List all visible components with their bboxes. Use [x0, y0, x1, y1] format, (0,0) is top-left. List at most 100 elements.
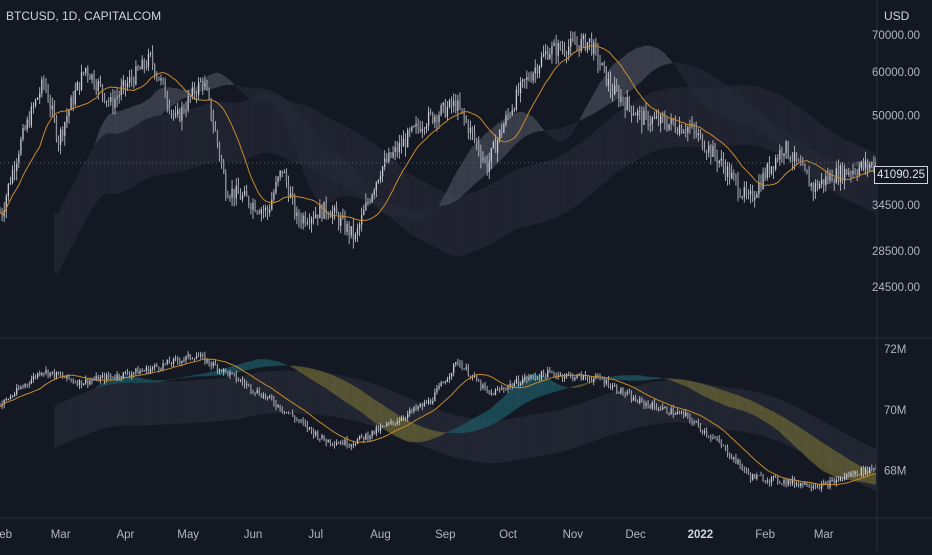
candle-body [119, 95, 120, 97]
cloud-band-light [761, 114, 763, 133]
cloud-band-dark [289, 371, 291, 414]
candle-body [317, 432, 318, 439]
cloud-band-dark [96, 140, 98, 203]
cloud-band-dark [487, 421, 489, 464]
candle-body [681, 125, 682, 133]
candle-body [719, 439, 720, 442]
cloud-band-dark [90, 150, 92, 213]
candle-body [265, 208, 266, 210]
cloud-band-dark [86, 157, 88, 220]
candle-body [282, 410, 283, 411]
cloud-band-dark [134, 383, 136, 426]
cloud-band-dark [109, 384, 111, 427]
candle-body [570, 39, 571, 47]
candle-body [520, 384, 521, 385]
cloud-band-color [734, 394, 736, 409]
candle-body [834, 182, 835, 183]
cloud-band-color [422, 427, 424, 442]
cloud-band-dark [598, 127, 600, 189]
price-candle [762, 167, 763, 190]
candle-body [476, 376, 477, 381]
cloud-band-dark [510, 419, 512, 462]
candle-body [737, 179, 738, 194]
cloud-band-light [420, 210, 422, 220]
candle-body [798, 483, 799, 486]
cloud-band-dark [573, 405, 575, 448]
candle-body [725, 446, 726, 448]
candle-body [656, 117, 657, 118]
cloud-band-light [671, 61, 673, 64]
cloud-band-color [686, 380, 688, 387]
cloud-band-light [598, 83, 600, 112]
candle-body [729, 167, 730, 179]
candle-body [179, 110, 180, 121]
cloud-band-color [136, 377, 138, 383]
price-candle [265, 205, 266, 217]
cloud-band-dark [67, 192, 69, 255]
price-candle [756, 191, 757, 198]
cloud-band-dark [249, 374, 251, 417]
candle-body [842, 477, 843, 479]
candle-body [259, 390, 260, 395]
candle-body [219, 144, 220, 157]
cloud-band-dark [63, 401, 65, 444]
candle-body [693, 423, 694, 424]
cloud-band-dark [445, 412, 447, 455]
cloud-band-dark [523, 167, 525, 227]
cloud-band-dark [240, 102, 242, 163]
candle-body [576, 45, 577, 46]
indicator-candle [33, 373, 34, 383]
candle-body [865, 467, 866, 474]
candle-body [208, 90, 209, 98]
indicator-candle [150, 366, 151, 374]
cloud-band-color [751, 400, 753, 414]
cloud-band-light [335, 152, 337, 200]
cloud-band-light [456, 170, 458, 201]
price-candle [66, 108, 67, 128]
cloud-band-dark [65, 400, 67, 443]
cloud-band-light [656, 48, 658, 69]
candle-body [31, 379, 32, 383]
cloud-band-dark [579, 403, 581, 446]
candle-body [754, 474, 755, 478]
candle-body [321, 435, 322, 438]
cloud-band-color [627, 375, 629, 380]
price-axis-tick: 60000.00 [872, 67, 920, 79]
candle-body [654, 403, 655, 407]
cloud-band-color [583, 383, 585, 386]
cloud-band-dark [188, 109, 190, 169]
cloud-band-dark [610, 116, 612, 177]
cloud-band-light [590, 97, 592, 115]
cloud-band-dark [433, 407, 435, 450]
cloud-band-color [245, 362, 247, 371]
cloud-band-dark [602, 395, 604, 438]
cloud-band-color [805, 431, 807, 458]
candle-body [687, 127, 688, 132]
candle-body [363, 210, 364, 215]
cloud-band-color [284, 364, 286, 366]
cloud-band-dark [136, 124, 138, 185]
cloud-band-dark [203, 104, 205, 165]
indicator-candle [27, 384, 28, 388]
cloud-band-light [581, 112, 583, 120]
cloud-band-light [309, 125, 311, 190]
cloud-band-color [596, 380, 598, 381]
indicator-candle [572, 373, 573, 381]
candle-body [374, 191, 375, 195]
cloud-band-dark [56, 213, 58, 274]
cloud-band-light [531, 116, 533, 134]
candle-body [721, 159, 722, 161]
price-candle [60, 127, 61, 154]
price-candle [403, 130, 404, 146]
candle-body [863, 468, 864, 474]
candle-body [365, 202, 366, 210]
candle-body [846, 169, 847, 174]
candle-body [29, 384, 30, 385]
cloud-band-dark [504, 420, 506, 463]
candle-body [357, 229, 358, 235]
indicator-candle [169, 356, 170, 363]
indicator-candle [179, 357, 180, 366]
cloud-band-color [548, 378, 550, 394]
